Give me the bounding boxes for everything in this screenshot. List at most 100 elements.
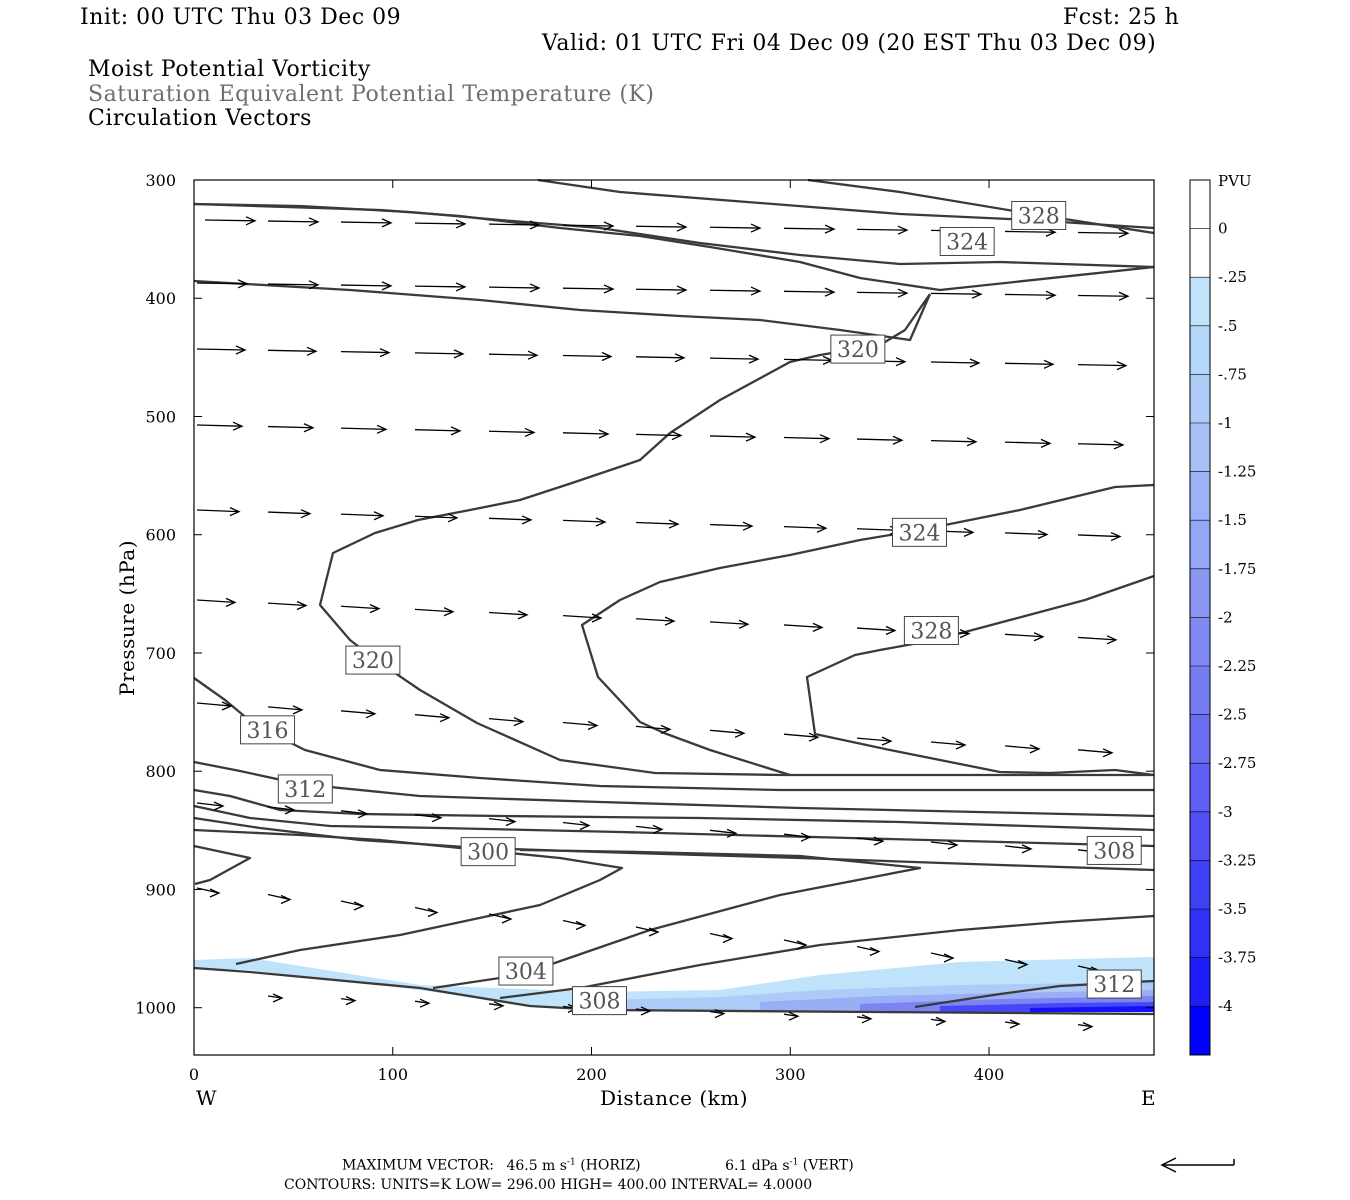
vector-arrowhead [660,724,672,734]
colorbar-label: -3.25 [1218,851,1256,869]
vector-arrowhead [640,1006,652,1016]
vector-arrow [1077,443,1124,446]
vector-arrowhead [455,219,467,229]
colorbar-label: -.25 [1218,268,1247,286]
vector-arrowhead [959,629,971,639]
vector-arrow [709,829,737,834]
vector-arrowhead [587,720,599,731]
vector-arrowhead [1045,290,1057,300]
vector-arrow [1004,362,1054,365]
vector-arrowhead [527,350,539,360]
vector-arrowhead [1009,1019,1021,1029]
contour-label-box [498,956,554,986]
vector-arrow [488,223,540,226]
vector-arrow [340,513,384,517]
vector-arrowhead [892,435,904,445]
vector-arrowhead [521,515,533,525]
x-end-label-west: W [196,1086,217,1110]
contour-line [193,202,1155,292]
colorbar-units: PVU [1218,172,1252,190]
contour-line [807,178,1155,235]
vector-arrow [783,358,833,362]
contour-line [193,788,1155,832]
vector-arrow [204,219,256,222]
vector-arrowhead [308,217,320,227]
vector-arrow [196,702,232,707]
colorbar-swatch [1190,909,1210,958]
vert-suffix: (VERT) [802,1157,854,1174]
vector-arrowhead [971,289,983,299]
vector-arrow [562,614,602,619]
vector-arrow [340,284,392,287]
colorbar-swatch [1190,423,1210,472]
colorbar-swatch [1190,811,1210,861]
vector-arrowhead [881,736,893,746]
colorbar-label: -.75 [1218,365,1247,383]
vector-arrowhead [529,220,541,230]
vector-arrowhead [431,813,443,823]
vector-arrow [709,729,745,734]
pv-shading [194,957,1154,1055]
colorbar-label: -1.25 [1218,463,1256,481]
vector-arrowhead [529,283,541,293]
vector-arrowhead [722,933,734,944]
vector-arrowhead [603,284,615,294]
vector-arrowhead [812,622,824,632]
vector-arrowhead [738,619,750,629]
vector-arrow [562,721,598,727]
theta-es-contours [193,178,1155,1016]
vector-arrow [414,429,461,432]
y-tick-label: 500 [145,407,176,426]
vector-arrowhead [280,894,292,905]
vector-arrow [709,357,759,360]
contour-label: 324 [946,230,988,255]
vector-arrow [488,717,524,723]
colorbar-swatch [1190,471,1210,521]
vector-arrowhead [306,346,318,356]
vector-arrow [1004,293,1056,296]
vector-arrowhead [455,282,467,292]
vector-arrowhead [237,279,249,289]
max-vector-label: MAXIMUM VECTOR: [342,1157,494,1174]
vector-arrow [635,433,682,437]
valid-time: Valid: 01 UTC Fri 04 Dec 09 (20 EST Thu … [542,31,1157,56]
reference-vector-icon [1160,1157,1235,1173]
vector-arrow [1077,749,1113,754]
vector-arrow [1004,230,1056,233]
vector-arrow [414,285,466,288]
vector-arrow [709,932,733,940]
vector-arrow [267,349,317,352]
contour-line [318,293,1154,777]
vector-arrow [856,438,903,441]
vector-arrow [267,425,314,429]
vector-arrowhead [676,285,688,295]
vector-arrow [709,621,749,625]
vector-arrow [856,837,884,842]
vector-arrowhead [1017,959,1029,970]
colorbar-swatch [1190,1006,1210,1055]
vector-arrowhead [505,817,517,827]
vector-arrowhead [726,828,738,838]
vector-arrowhead [788,1011,800,1021]
contour-line [193,966,1155,1016]
vector-arrowhead [308,280,320,290]
vector-arrow [930,361,980,364]
colorbar-label: -3.5 [1218,900,1247,918]
vector-arrow [488,286,540,289]
contour-label-box [277,774,333,804]
vector-arrowhead [379,348,391,358]
vector-arrow [1004,441,1051,445]
vector-arrowhead [229,507,241,517]
contour-line [193,677,1154,792]
colorbar-swatch [1190,763,1210,812]
vector-arrow [414,222,466,225]
vector-arrowhead [493,1001,505,1011]
vector-arrowhead [1113,440,1125,450]
vector-arrowhead [808,732,820,742]
contour-label-box [891,517,947,547]
vector-arrow [783,290,835,293]
x-tick-label: 100 [377,1065,408,1084]
vector-arrow [340,810,368,815]
vector-arrow [635,725,671,731]
vector-arrow [414,352,464,355]
